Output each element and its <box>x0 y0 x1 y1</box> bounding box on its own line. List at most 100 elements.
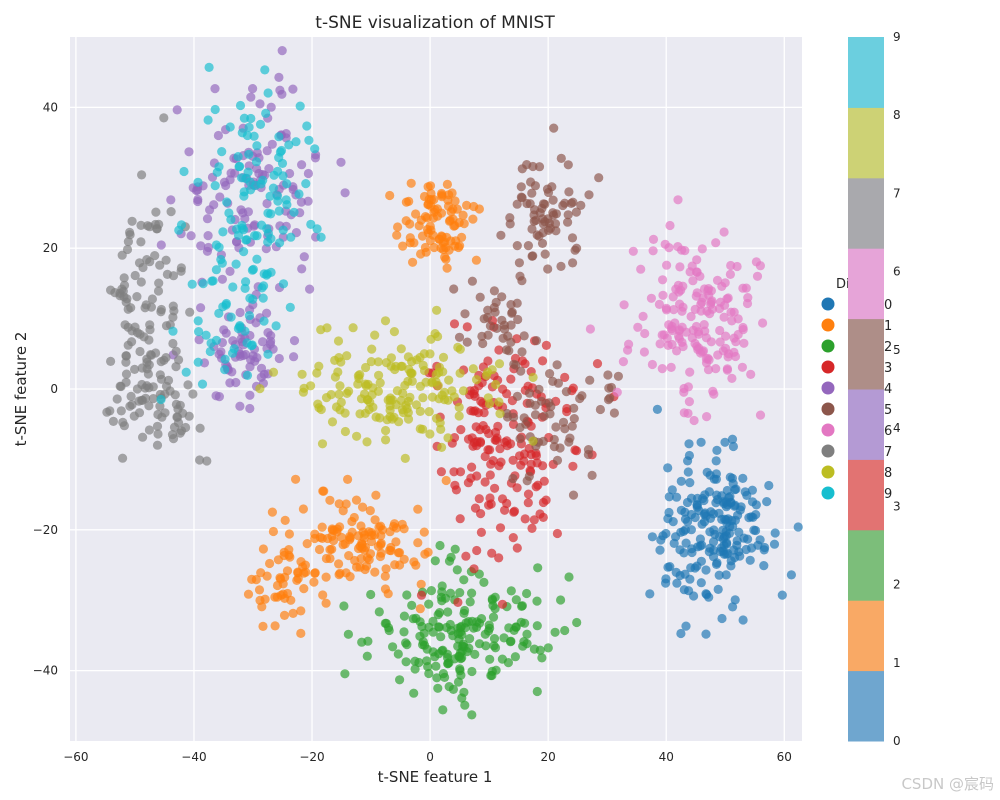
data-point-digit-8 <box>483 393 493 403</box>
data-point-digit-5 <box>552 455 563 465</box>
data-point-digit-8 <box>361 362 371 373</box>
data-point-digit-5 <box>507 307 517 317</box>
data-point-digit-6 <box>655 339 665 349</box>
data-point-digit-3 <box>469 564 479 574</box>
data-point-digit-4 <box>266 336 276 346</box>
x-tick-label: −60 <box>63 750 88 764</box>
data-point-digit-0 <box>708 552 719 562</box>
data-point-digit-0 <box>658 531 668 541</box>
data-point-digit-6 <box>719 227 729 237</box>
data-point-digit-0 <box>732 540 742 550</box>
data-point-digit-8 <box>418 360 428 370</box>
data-point-digit-1 <box>341 499 351 509</box>
colorbar <box>848 37 884 742</box>
data-point-digit-1 <box>408 257 418 267</box>
data-point-digit-9 <box>252 141 262 151</box>
data-point-digit-2 <box>520 618 530 628</box>
data-point-digit-9 <box>285 302 295 312</box>
data-point-digit-5 <box>553 378 564 388</box>
data-point-digit-9 <box>203 115 213 125</box>
data-point-digit-8 <box>407 368 417 378</box>
data-point-digit-9 <box>201 330 211 340</box>
data-point-digit-1 <box>256 568 266 578</box>
data-point-digit-3 <box>494 553 504 563</box>
data-point-digit-7 <box>136 220 146 230</box>
data-point-digit-8 <box>375 378 385 388</box>
data-point-digit-6 <box>679 383 689 394</box>
data-point-digit-7 <box>121 357 131 367</box>
data-point-digit-9 <box>257 283 267 293</box>
data-point-digit-6 <box>674 333 685 344</box>
data-point-digit-9 <box>214 242 224 252</box>
data-point-digit-6 <box>647 359 658 370</box>
data-point-digit-8 <box>439 387 450 397</box>
data-point-digit-3 <box>519 456 529 466</box>
data-point-digit-4 <box>215 192 225 202</box>
data-point-digit-4 <box>246 92 256 102</box>
data-point-digit-1 <box>353 531 363 541</box>
data-point-digit-6 <box>715 325 725 336</box>
data-point-digit-1 <box>360 564 370 575</box>
data-point-digit-4 <box>251 318 261 328</box>
data-point-digit-9 <box>248 264 258 274</box>
data-point-digit-2 <box>410 664 420 674</box>
data-point-digit-2 <box>401 638 411 648</box>
data-point-digit-8 <box>438 352 449 362</box>
data-point-digit-9 <box>312 224 322 234</box>
data-point-digit-1 <box>468 214 478 224</box>
data-point-digit-5 <box>542 184 553 194</box>
data-point-digit-1 <box>429 207 439 217</box>
data-point-digit-4 <box>241 349 251 360</box>
data-point-digit-4 <box>297 160 307 170</box>
data-point-digit-8 <box>371 412 381 422</box>
data-point-digit-3 <box>541 340 552 350</box>
data-point-digit-4 <box>235 307 245 318</box>
data-point-digit-1 <box>458 210 468 220</box>
data-point-digit-6 <box>708 386 718 396</box>
data-point-digit-9 <box>273 196 283 206</box>
data-point-digit-4 <box>156 240 166 250</box>
data-point-digit-6 <box>689 415 699 426</box>
data-point-digit-1 <box>334 559 344 569</box>
data-point-digit-7 <box>108 416 118 426</box>
data-point-digit-2 <box>343 629 353 639</box>
data-point-digit-5 <box>506 320 516 330</box>
colorbar-segment-1 <box>848 600 884 672</box>
data-point-digit-8 <box>381 435 391 445</box>
data-point-digit-6 <box>729 307 739 317</box>
data-point-digit-9 <box>176 220 187 230</box>
data-point-digit-8 <box>348 323 358 333</box>
data-point-digit-3 <box>473 408 483 418</box>
data-point-digit-8 <box>342 388 352 398</box>
data-point-digit-6 <box>705 309 715 319</box>
data-point-digit-2 <box>393 649 403 659</box>
data-point-digit-9 <box>226 215 236 225</box>
data-point-digit-5 <box>563 210 573 220</box>
data-point-digit-5 <box>603 370 613 380</box>
data-point-digit-4 <box>274 72 284 82</box>
data-point-digit-4 <box>217 274 227 284</box>
data-point-digit-1 <box>334 570 344 580</box>
data-point-digit-9 <box>235 161 245 171</box>
data-point-digit-8 <box>431 377 441 387</box>
data-point-digit-4 <box>262 198 272 209</box>
data-point-digit-2 <box>465 597 475 607</box>
data-point-digit-8 <box>415 406 425 416</box>
data-point-digit-2 <box>467 666 477 677</box>
data-point-digit-2 <box>504 623 514 633</box>
data-point-digit-9 <box>245 177 255 187</box>
data-point-digit-6 <box>720 300 730 310</box>
data-point-digit-8 <box>400 453 410 463</box>
data-point-digit-5 <box>549 123 559 133</box>
data-point-digit-9 <box>241 277 251 287</box>
data-point-digit-5 <box>556 261 566 271</box>
data-point-digit-7 <box>116 406 126 416</box>
data-point-digit-0 <box>664 492 674 502</box>
data-point-digit-9 <box>275 238 285 248</box>
data-point-digit-1 <box>411 209 421 219</box>
data-point-digit-5 <box>449 284 459 294</box>
data-point-digit-7 <box>145 325 155 335</box>
data-point-digit-3 <box>469 437 479 448</box>
data-point-digit-1 <box>378 525 388 535</box>
data-point-digit-5 <box>527 251 537 261</box>
